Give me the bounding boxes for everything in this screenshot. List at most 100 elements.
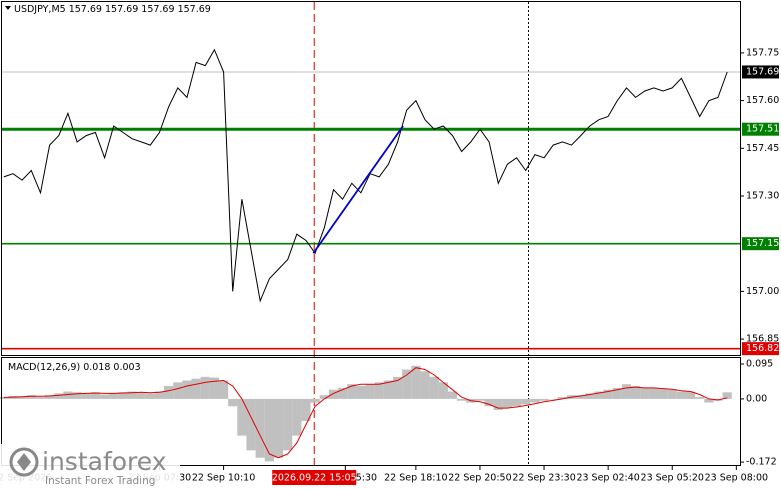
logo-icon-inner — [17, 453, 31, 471]
histogram-bar — [365, 384, 375, 399]
histogram-bar — [511, 398, 522, 407]
histogram-bar — [402, 369, 412, 399]
y-tick-label: 156.85 — [746, 334, 779, 345]
indicator-value: 0.018 — [83, 362, 110, 373]
histogram-bar — [429, 376, 439, 399]
x-tick-label: 23 Sep 08:00 — [705, 473, 768, 484]
histogram-bar — [539, 398, 549, 401]
level-box — [742, 237, 779, 251]
histogram-bar — [521, 398, 531, 405]
y-tick-label: 157.75 — [746, 47, 779, 58]
histogram-bar — [640, 387, 650, 399]
y-tick-label: 157.45 — [746, 143, 779, 154]
histogram-bar — [17, 396, 27, 399]
histogram-bar — [530, 398, 540, 403]
histogram-bar — [255, 398, 265, 458]
histogram-bar — [283, 398, 293, 451]
histogram-bar — [154, 391, 165, 399]
x-tick-label: 23 Sep 02:40 — [576, 473, 639, 484]
level-box — [742, 342, 779, 356]
histogram-bar — [164, 386, 174, 399]
histogram-bar — [612, 387, 622, 399]
ohlc-value: 157.69 — [178, 4, 211, 15]
histogram-bar — [667, 389, 677, 399]
trend-line — [312, 125, 404, 254]
histogram-bar — [411, 365, 421, 399]
x-tick-label: 22 Sep 20:50 — [448, 473, 511, 484]
ohlc-value: 157.69 — [105, 4, 138, 15]
price-line — [3, 48, 728, 303]
histogram-bar — [90, 392, 100, 399]
histogram-bar — [548, 398, 558, 400]
histogram-bar — [127, 391, 137, 399]
signal-line — [3, 367, 728, 459]
time-marker-label: 2026.09.22 15:05 — [272, 473, 357, 484]
level-label: 157.51 — [746, 124, 779, 135]
histogram-bar — [45, 395, 55, 399]
level-box — [742, 122, 779, 136]
histogram-bar — [685, 391, 696, 399]
current-price-label: 157.69 — [746, 66, 779, 77]
histogram-bar — [228, 398, 238, 407]
histogram-bar — [493, 398, 503, 410]
y-tick-label: 157.00 — [746, 286, 779, 297]
histogram-bar — [447, 391, 458, 399]
y-tick-label: 0.00 — [746, 393, 767, 404]
histogram-bar — [722, 392, 732, 399]
ohlc-value: 157.69 — [141, 4, 174, 15]
level-label: 156.82 — [746, 343, 779, 354]
histogram-bar — [301, 398, 311, 421]
histogram-bar — [99, 394, 110, 399]
histogram-bar — [145, 393, 155, 399]
x-tick-label: 22 Sep 23:30 — [512, 473, 575, 484]
logo-icon — [9, 447, 39, 477]
histogram-bar — [191, 378, 201, 399]
histogram-bar — [347, 384, 357, 399]
indicator-value: 0.003 — [113, 362, 140, 373]
time-marker-box — [272, 470, 357, 485]
histogram-bar — [54, 393, 64, 399]
price-frame — [1, 1, 741, 356]
histogram-bar — [457, 398, 467, 401]
histogram-bar — [310, 398, 320, 403]
histogram-bar — [484, 398, 494, 407]
histogram-bar — [81, 393, 91, 399]
histogram-bar — [0, 397, 9, 399]
histogram-bar — [695, 397, 705, 399]
y-tick-label: 0.095 — [746, 358, 773, 369]
histogram-bar — [420, 371, 430, 399]
logo: instaforex Instant Forex Trading — [0, 444, 180, 489]
logo-name: instaforex — [42, 447, 167, 476]
y-tick-label: -0.172 — [746, 457, 777, 468]
histogram-bar — [264, 398, 274, 462]
x-tick-label: 23 Sep 05:20 — [641, 473, 704, 484]
histogram-bar — [374, 382, 384, 399]
histogram-bar — [26, 395, 36, 399]
ohlc-value: 157.69 — [69, 4, 102, 15]
histogram-bar — [319, 395, 329, 399]
histogram-bar — [392, 376, 403, 399]
histogram-bar — [631, 386, 641, 399]
histogram-bar — [704, 398, 714, 403]
histogram-bar — [603, 389, 613, 399]
histogram-bar — [35, 397, 46, 399]
x-tick-label: 22 Sep 18:10 — [384, 473, 447, 484]
histogram-bar — [173, 382, 183, 399]
macd-frame — [1, 357, 741, 466]
current-price-box — [742, 65, 779, 79]
histogram-bar — [136, 392, 146, 399]
histogram-bar — [475, 398, 485, 401]
histogram-bar — [246, 398, 256, 451]
histogram-bar — [438, 382, 448, 399]
histogram-bar — [621, 384, 632, 399]
histogram-bar — [118, 392, 128, 399]
histogram-bar — [502, 398, 513, 409]
x-tick-label: 22 Sep 10:10 — [192, 473, 255, 484]
macd-header: MACD(12,26,9) 0.018 0.003 — [8, 362, 141, 373]
histogram-bar — [200, 376, 210, 399]
histogram-bar — [209, 377, 220, 399]
histogram-bar — [585, 393, 595, 399]
histogram-bar — [557, 397, 567, 399]
symbol-title: USDJPY,M5 — [14, 4, 66, 15]
